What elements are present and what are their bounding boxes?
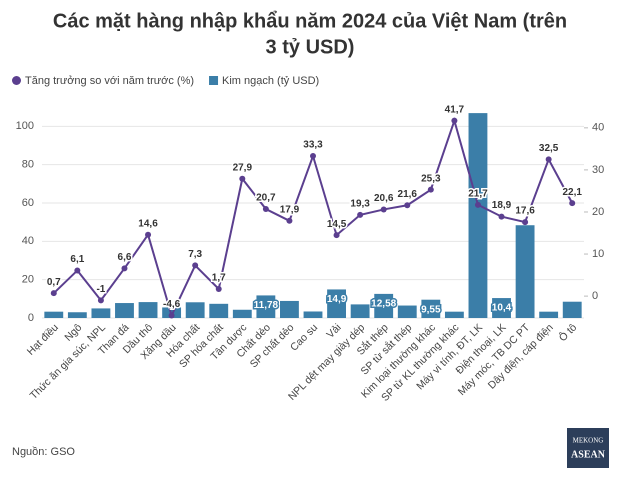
bar <box>303 311 323 318</box>
x-tick-label: Cao su <box>288 321 320 353</box>
y2-tick-label: 30 <box>592 164 604 176</box>
bar <box>539 311 559 318</box>
bar <box>256 295 276 318</box>
data-label: 19,3 <box>350 199 370 210</box>
data-label: 12,58 <box>371 299 396 310</box>
bar <box>515 225 535 318</box>
bar <box>185 302 205 318</box>
bar <box>115 303 134 318</box>
legend-label: Kim ngạch (tỷ USD) <box>222 75 319 87</box>
line-point <box>192 262 199 269</box>
y-tick-label: 100 <box>16 120 34 132</box>
data-label: -1 <box>96 284 105 295</box>
data-label: 17,6 <box>515 206 535 217</box>
data-label: 22,1 <box>562 187 582 198</box>
chart-title: Các mặt hàng nhập khẩu năm 2024 của Việt… <box>53 10 567 32</box>
bar <box>444 311 464 318</box>
bar <box>562 301 582 318</box>
line-point <box>357 211 364 218</box>
chart-title: 3 tỷ USD) <box>266 36 355 58</box>
y-tick-label: 40 <box>22 235 34 247</box>
bar <box>327 289 346 318</box>
line-point <box>545 156 552 163</box>
data-label: 6,1 <box>70 254 84 265</box>
logo-text: ASEAN <box>571 449 606 460</box>
line-point <box>380 206 387 213</box>
bar <box>138 302 158 318</box>
line-point <box>451 117 458 124</box>
y-tick-label: 20 <box>22 274 34 286</box>
line-point <box>145 231 152 238</box>
source: Nguồn: GSO <box>12 446 75 458</box>
logo-box <box>567 428 609 468</box>
data-label: 14,9 <box>327 294 347 305</box>
data-label: 17,9 <box>280 204 300 215</box>
data-label: 14,6 <box>138 218 158 229</box>
data-label: 41,7 <box>445 104 465 115</box>
line-point <box>121 265 128 272</box>
data-label: 1,7 <box>212 273 226 284</box>
x-tick-label: Ô tô <box>556 321 579 344</box>
line-point <box>474 201 481 208</box>
bar <box>421 299 441 318</box>
data-label: 21,7 <box>468 188 488 199</box>
x-tick-label: Hạt điều <box>25 321 61 357</box>
data-label: 18,9 <box>492 200 512 211</box>
y2-tick-label: 20 <box>592 206 604 218</box>
y-tick-label: 0 <box>28 312 34 324</box>
y2-tick-label: 0 <box>592 290 598 302</box>
line-point <box>569 200 576 207</box>
line-point <box>522 219 529 226</box>
data-label: 32,5 <box>539 143 559 154</box>
legend-swatch <box>12 76 21 85</box>
data-label: 14,5 <box>327 219 347 230</box>
data-label: 25,3 <box>421 173 441 184</box>
data-label: 20,7 <box>256 193 276 204</box>
bar <box>232 309 252 318</box>
line-point <box>286 217 293 224</box>
bar <box>44 311 64 318</box>
bar <box>468 113 488 318</box>
data-label: 21,6 <box>398 189 418 200</box>
y-tick-label: 80 <box>22 159 34 171</box>
bar <box>280 300 299 318</box>
line-point <box>333 232 340 239</box>
line-point <box>427 186 434 193</box>
data-label: 0,7 <box>47 277 61 288</box>
line-point <box>498 213 505 220</box>
legend-swatch <box>209 76 219 85</box>
line-point <box>74 267 81 274</box>
y2-tick-label: 10 <box>592 248 604 260</box>
bar <box>91 308 111 318</box>
x-tick-label: Vải <box>324 322 343 341</box>
data-label: 27,9 <box>233 162 253 173</box>
bar <box>67 312 87 318</box>
line-point <box>50 290 57 297</box>
data-label: 9,55 <box>421 304 441 315</box>
y2-tick-label: 40 <box>592 122 604 134</box>
bar <box>350 304 370 318</box>
y-tick-label: 60 <box>22 197 34 209</box>
line-point <box>310 153 316 160</box>
line-point <box>215 285 222 292</box>
line-point <box>239 175 246 182</box>
bar <box>492 298 511 318</box>
line-point <box>404 202 411 209</box>
legend-label: Tăng trưởng so với năm trước (%) <box>25 75 194 87</box>
data-label: 11,78 <box>254 300 279 311</box>
line-point <box>168 312 175 319</box>
data-label: 6,6 <box>118 252 132 263</box>
data-label: 7,3 <box>188 249 202 260</box>
logo-text: MEKONG <box>573 437 604 445</box>
bar <box>209 303 229 318</box>
line-point <box>97 297 104 304</box>
data-label: 20,6 <box>374 193 394 204</box>
data-label: 33,3 <box>303 140 323 151</box>
data-label: -4,6 <box>163 299 181 310</box>
bar <box>397 305 417 318</box>
bar <box>374 293 394 318</box>
line-point <box>262 206 269 213</box>
data-label: 10,4 <box>492 303 512 314</box>
